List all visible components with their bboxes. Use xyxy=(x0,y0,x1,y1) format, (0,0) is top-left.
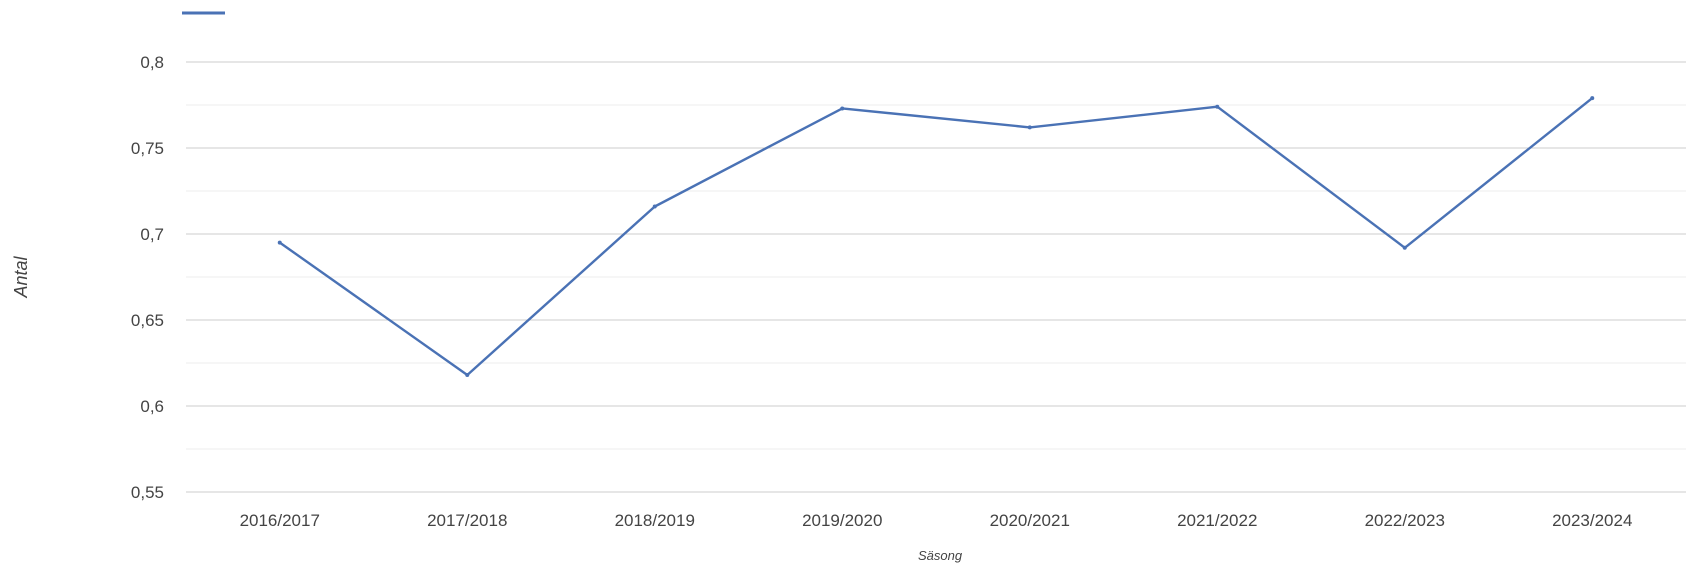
x-tick-label: 2021/2022 xyxy=(1177,511,1257,530)
y-axis-ticks: 0,55 0,6 0,65 0,7 0,75 0,8 xyxy=(131,53,164,502)
x-tick-label: 2020/2021 xyxy=(990,511,1070,530)
x-tick-label: 2017/2018 xyxy=(427,511,507,530)
x-tick-label: 2023/2024 xyxy=(1552,511,1632,530)
y-tick-label: 0,8 xyxy=(140,53,164,72)
x-tick-label: 2019/2020 xyxy=(802,511,882,530)
y-axis-title: Antal xyxy=(11,255,31,298)
data-point xyxy=(652,204,657,209)
y-tick-label: 0,6 xyxy=(140,397,164,416)
y-tick-label: 0,7 xyxy=(140,225,164,244)
grid-lines xyxy=(186,61,1686,493)
data-point xyxy=(1027,125,1032,130)
data-point xyxy=(840,106,845,111)
data-point xyxy=(277,240,282,245)
x-axis-ticks: 2016/2017 2017/2018 2018/2019 2019/2020 2020… xyxy=(240,511,1633,530)
y-tick-label: 0,75 xyxy=(131,139,164,158)
y-tick-label: 0,55 xyxy=(131,483,164,502)
series-layer xyxy=(277,96,1595,378)
x-tick-label: 2022/2023 xyxy=(1365,511,1445,530)
y-tick-label: 0,65 xyxy=(131,311,164,330)
data-point xyxy=(465,373,470,378)
data-point xyxy=(1402,245,1407,250)
x-axis-title: Säsong xyxy=(918,548,963,563)
x-tick-label: 2016/2017 xyxy=(240,511,320,530)
data-point xyxy=(1215,104,1220,109)
data-point xyxy=(1590,96,1595,101)
series-line-1 xyxy=(278,96,1594,377)
x-tick-label: 2018/2019 xyxy=(615,511,695,530)
